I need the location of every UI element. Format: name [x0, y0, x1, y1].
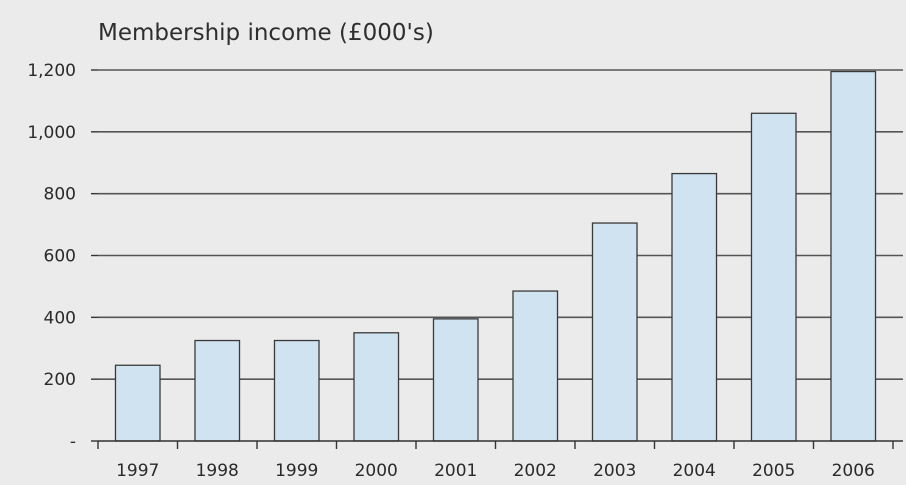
- bar-2001: [432, 318, 479, 442]
- bar-1999: [273, 339, 320, 442]
- bar-2002: [512, 290, 559, 442]
- y-tick-label: 1,000: [27, 123, 76, 143]
- chart-title: Membership income (£000's): [98, 20, 434, 46]
- y-tick-label: 400: [44, 308, 76, 328]
- y-axis-tick-labels: - 200 400 600 800 1,000 1,200: [27, 61, 76, 452]
- x-tick-label-1999: 1999: [275, 461, 318, 481]
- bar-2000: [353, 332, 400, 442]
- bar-1998: [194, 339, 241, 442]
- bar-2006: [830, 70, 877, 442]
- bar-2003: [591, 222, 638, 442]
- x-axis-tick-labels: 1997 1998 1999 2000 2001 2002 2003 2004 2005 2006: [116, 461, 875, 481]
- bars: [114, 70, 877, 442]
- y-tick-label: 1,200: [27, 61, 76, 81]
- x-tick-label-2002: 2002: [514, 461, 557, 481]
- x-tick-label-2001: 2001: [434, 461, 477, 481]
- bar-1997: [114, 364, 161, 442]
- y-tick-label: 800: [44, 185, 76, 205]
- x-tick-label-1997: 1997: [116, 461, 159, 481]
- bar-2004: [671, 172, 718, 442]
- x-tick-label-1998: 1998: [196, 461, 239, 481]
- x-tick-label-2005: 2005: [752, 461, 795, 481]
- bar-2005: [750, 112, 797, 442]
- axes: [91, 69, 903, 449]
- x-tick-label-2006: 2006: [832, 461, 875, 481]
- y-tick-label: 600: [44, 247, 76, 267]
- y-tick-label: -: [70, 432, 76, 452]
- y-tick-label: 200: [44, 370, 76, 390]
- x-tick-label-2003: 2003: [593, 461, 636, 481]
- x-tick-label-2004: 2004: [673, 461, 716, 481]
- x-tick-label-2000: 2000: [355, 461, 398, 481]
